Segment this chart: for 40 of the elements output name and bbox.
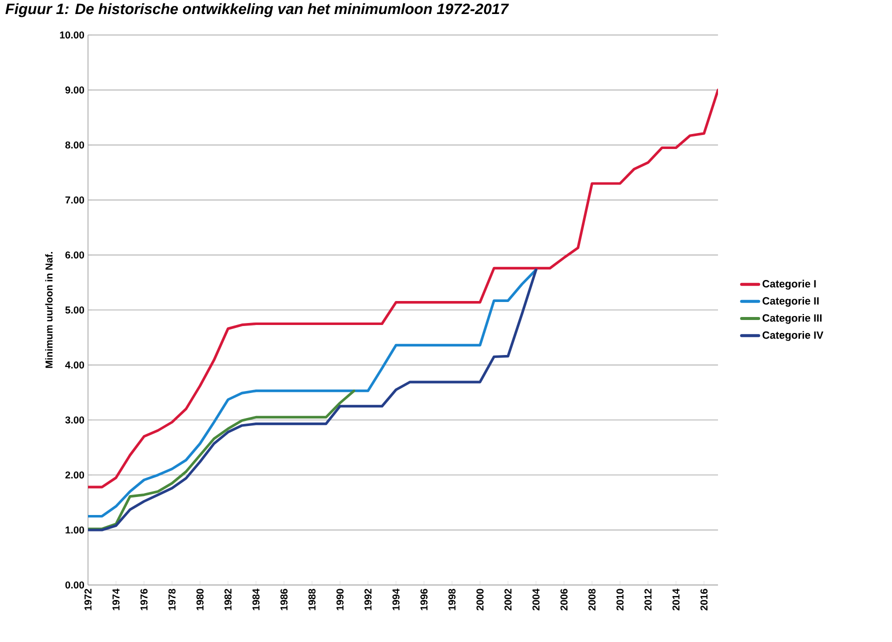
x-tick-label: 1982 <box>224 588 232 610</box>
x-tick-label: 1978 <box>168 588 176 610</box>
chart-title: Figuur 1: De historische ontwikkeling van het minimumloon 1972-2017 <box>5 3 509 18</box>
x-tick-label: 1984 <box>252 588 260 610</box>
y-tick-label: 0.00 <box>65 581 84 589</box>
x-tick-label: 1992 <box>364 588 372 610</box>
x-tick-label: 1998 <box>448 588 456 610</box>
x-tick-label: 2010 <box>616 588 624 610</box>
x-tick-label: 1994 <box>392 588 400 610</box>
x-tick-label: 1974 <box>112 588 120 610</box>
legend-label: Categorie I <box>762 280 816 290</box>
x-tick-label: 2006 <box>560 588 568 610</box>
y-axis-title: Minimum uurloon in Naf. <box>45 252 53 368</box>
x-tick-label: 2012 <box>644 588 652 610</box>
x-tick-label: 1988 <box>308 588 316 610</box>
y-tick-label: 8.00 <box>65 141 84 149</box>
y-tick-label: 9.00 <box>65 86 84 94</box>
y-tick-label: 4.00 <box>65 361 84 369</box>
y-tick-label: 3.00 <box>65 416 84 424</box>
x-tick-label: 2002 <box>504 588 512 610</box>
y-tick-label: 10.00 <box>60 31 84 39</box>
legend-label: Categorie II <box>762 296 819 307</box>
x-tick-label: 2008 <box>588 588 596 610</box>
x-tick-label: 2004 <box>532 588 540 610</box>
legend-label: Categorie III <box>762 314 822 324</box>
y-tick-label: 1.00 <box>66 526 84 534</box>
x-tick-label: 1996 <box>420 588 428 610</box>
y-tick-label: 6.00 <box>65 251 84 259</box>
x-tick-label: 2014 <box>672 588 680 610</box>
x-tick-label: 1980 <box>196 588 204 610</box>
y-tick-label: 5.00 <box>65 306 84 314</box>
y-tick-label: 7.00 <box>65 196 84 204</box>
x-tick-label: 1976 <box>140 588 148 610</box>
x-tick-label: 2000 <box>476 588 484 610</box>
y-tick-label: 2.00 <box>65 471 84 479</box>
x-tick-label: 1986 <box>280 588 288 610</box>
x-tick-label: 1972 <box>84 588 92 610</box>
x-tick-label: 2016 <box>700 588 708 610</box>
x-tick-label: 1990 <box>336 588 344 610</box>
legend-label: Categorie IV <box>762 331 824 341</box>
